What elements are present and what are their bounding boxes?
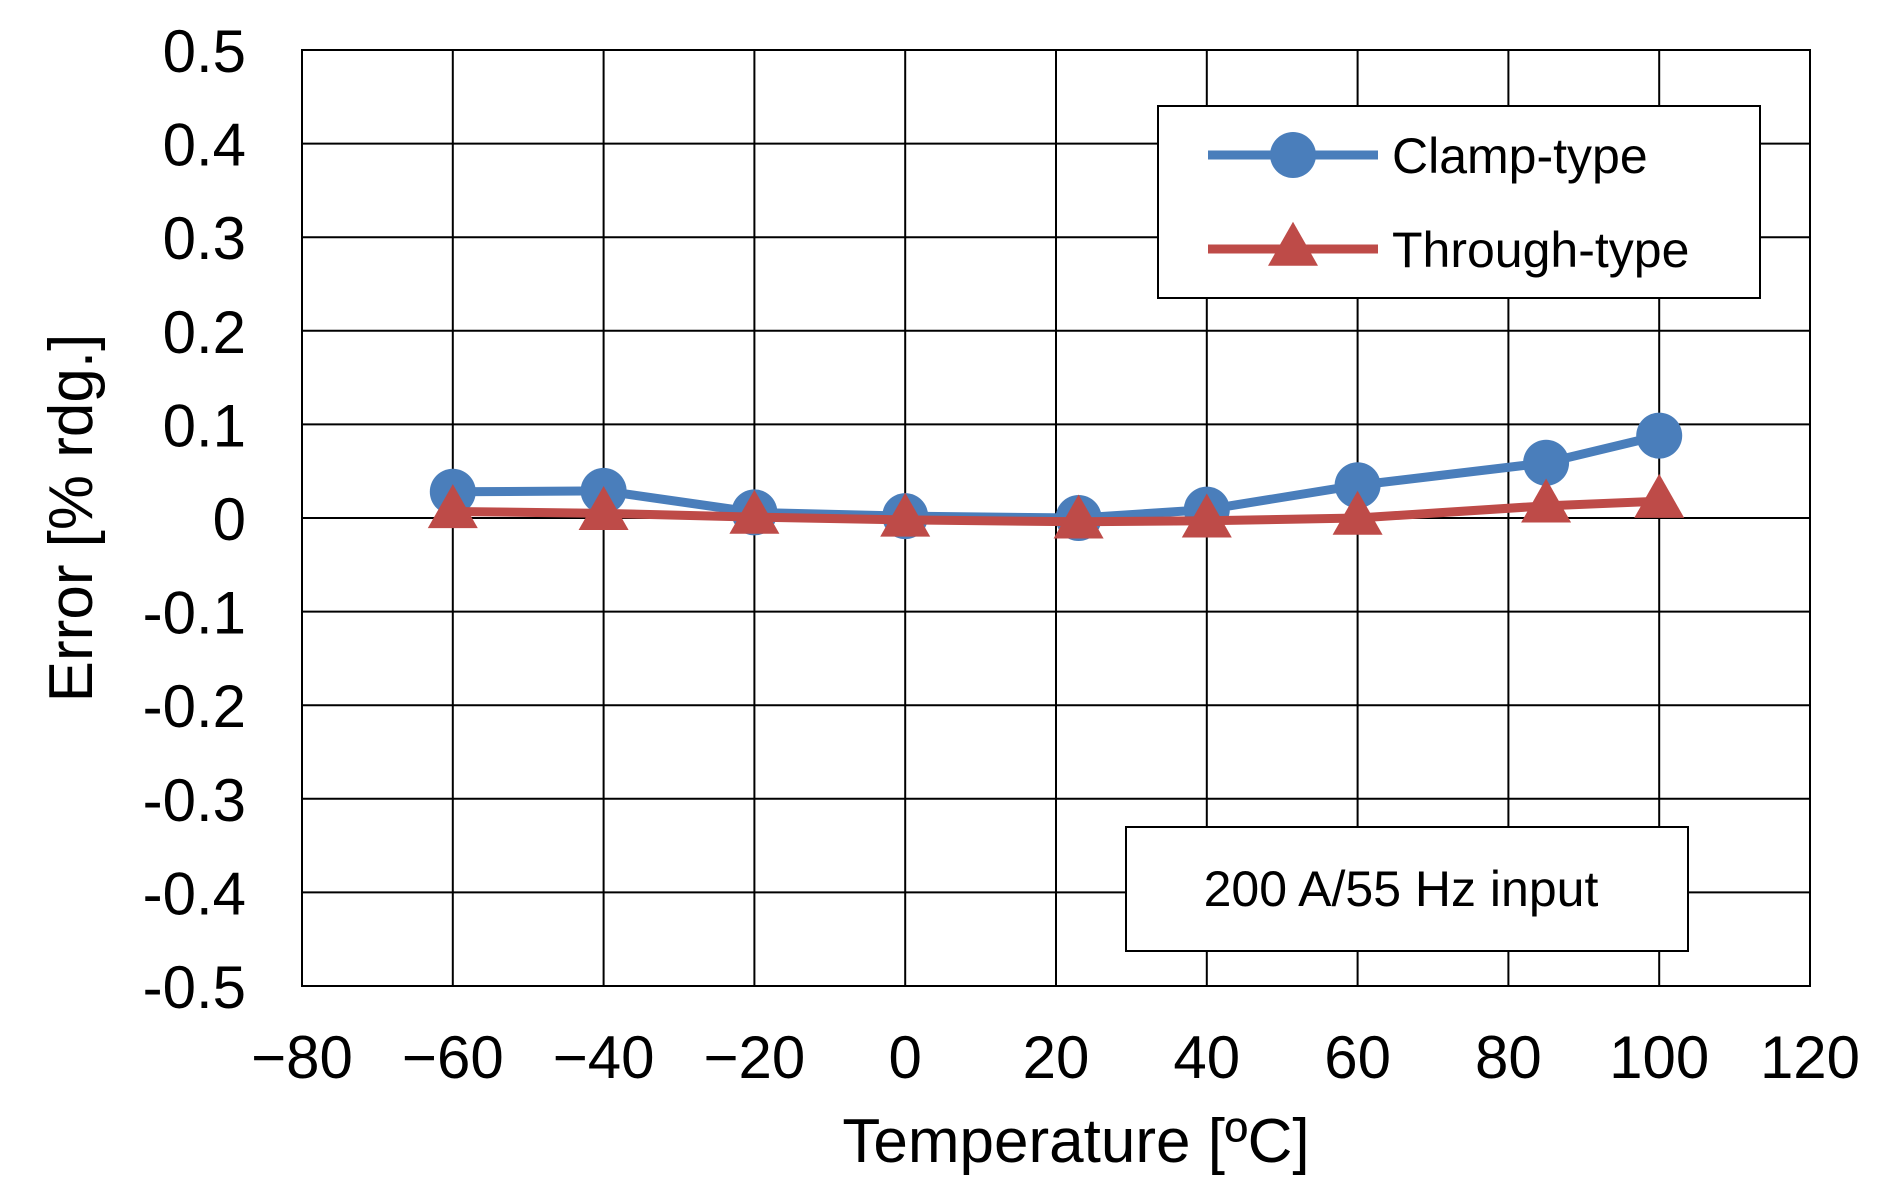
y-tick-label: -0.5 <box>143 954 246 1021</box>
y-tick-label: 0.3 <box>163 205 246 272</box>
data-point <box>729 489 780 534</box>
data-point <box>1636 412 1683 459</box>
annotation-frame <box>1125 826 1689 952</box>
data-point <box>1181 493 1232 538</box>
series-layer <box>427 412 1685 541</box>
data-point <box>1634 473 1685 518</box>
legend-marker <box>1268 221 1318 266</box>
y-tick-label: 0 <box>213 486 246 553</box>
x-tick-label: 100 <box>1609 1024 1709 1091</box>
x-tick-label: 60 <box>1324 1024 1391 1091</box>
x-tick-label: −20 <box>704 1024 806 1091</box>
y-tick-label: 0.4 <box>163 112 246 179</box>
y-tick-label: -0.1 <box>143 580 246 647</box>
x-tick-label: 80 <box>1475 1024 1542 1091</box>
x-axis-title: Temperature [ºC] <box>842 1107 1309 1176</box>
legend-label: Through-type <box>1392 222 1689 278</box>
x-tick-label: 40 <box>1173 1024 1240 1091</box>
data-point <box>1053 494 1104 539</box>
x-tick-label: 20 <box>1023 1024 1090 1091</box>
data-point <box>880 492 931 537</box>
x-tick-label: −40 <box>553 1024 655 1091</box>
x-tick-label: 120 <box>1760 1024 1860 1091</box>
y-tick-label: -0.3 <box>143 767 246 834</box>
y-tick-label: -0.4 <box>143 860 246 927</box>
series-1 <box>427 473 1685 539</box>
data-point <box>1334 462 1381 509</box>
legend-box <box>1157 105 1761 299</box>
legend-item: Clamp-type <box>1208 128 1648 184</box>
y-tick-label: 0.2 <box>163 299 246 366</box>
y-tick-label: -0.2 <box>143 673 246 740</box>
x-axis-tick-labels: −80 −60 −40 −20 0 20 40 60 80 100 120 <box>251 1024 1860 1091</box>
data-point <box>1521 478 1572 523</box>
data-point <box>578 486 629 531</box>
legend: Clamp-type Through-type <box>1157 105 1761 299</box>
data-point <box>1332 490 1383 535</box>
legend-marker <box>1270 132 1316 178</box>
annotation-box: 200 A/55 Hz input <box>1125 826 1689 952</box>
y-axis-tick-labels: 0.5 0.4 0.3 0.2 0.1 0 -0.1 -0.2 -0.3 -0.4 -0.5 <box>143 18 246 1021</box>
x-tick-label: −80 <box>251 1024 353 1091</box>
legend-items: Clamp-type Through-type <box>1208 128 1689 278</box>
legend-item: Through-type <box>1208 221 1689 278</box>
legend-label: Clamp-type <box>1392 128 1648 184</box>
y-axis-title: Error [% rdg.] <box>37 334 106 703</box>
annotation-text: 200 A/55 Hz input <box>1204 861 1599 917</box>
data-point <box>1523 439 1570 486</box>
x-tick-label: 0 <box>889 1024 922 1091</box>
y-tick-label: 0.1 <box>163 392 246 459</box>
x-tick-label: −60 <box>402 1024 504 1091</box>
data-point <box>427 484 478 529</box>
y-tick-label: 0.5 <box>163 18 246 85</box>
